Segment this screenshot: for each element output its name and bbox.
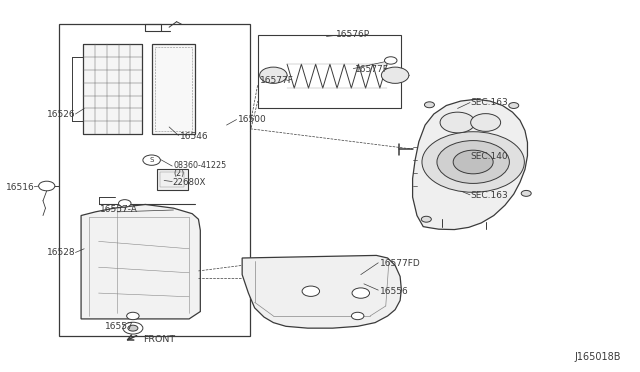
Polygon shape <box>413 99 527 230</box>
Text: 08360-41225: 08360-41225 <box>173 161 227 170</box>
Circle shape <box>470 113 500 131</box>
Circle shape <box>453 150 493 174</box>
Text: 16528: 16528 <box>47 248 76 257</box>
Polygon shape <box>242 256 401 328</box>
Bar <box>60 23 250 336</box>
Circle shape <box>260 67 287 83</box>
Text: 16526: 16526 <box>47 109 76 119</box>
Circle shape <box>421 216 431 222</box>
Circle shape <box>38 181 55 191</box>
Circle shape <box>143 155 161 165</box>
Bar <box>156 47 191 131</box>
Circle shape <box>127 312 139 320</box>
Text: 16577FD: 16577FD <box>380 259 420 268</box>
Text: SEC.140: SEC.140 <box>470 152 508 161</box>
Text: 16557: 16557 <box>105 322 134 331</box>
Text: 16500: 16500 <box>238 115 266 124</box>
Circle shape <box>440 112 475 133</box>
Circle shape <box>437 141 509 183</box>
Circle shape <box>123 322 143 334</box>
Circle shape <box>118 200 131 207</box>
Circle shape <box>422 132 524 192</box>
Bar <box>152 44 195 134</box>
Circle shape <box>302 286 319 296</box>
Circle shape <box>381 67 409 83</box>
Text: (2): (2) <box>173 169 185 177</box>
Bar <box>258 35 401 109</box>
Circle shape <box>128 325 138 331</box>
Polygon shape <box>83 44 142 134</box>
Text: SEC.163: SEC.163 <box>470 191 508 200</box>
Circle shape <box>385 57 397 64</box>
Text: 22680X: 22680X <box>172 178 205 187</box>
Circle shape <box>352 288 369 298</box>
Bar <box>157 169 188 190</box>
Text: 16576P: 16576P <box>337 30 371 39</box>
Text: FRONT: FRONT <box>143 336 175 344</box>
Circle shape <box>351 312 364 320</box>
Text: 16516: 16516 <box>6 183 35 192</box>
Polygon shape <box>81 205 200 319</box>
Text: 16557-A: 16557-A <box>100 205 138 215</box>
Text: J165018B: J165018B <box>575 352 621 362</box>
Bar <box>161 171 184 187</box>
Text: 16556: 16556 <box>380 287 408 296</box>
Text: 16577F: 16577F <box>355 65 388 74</box>
Text: 16546: 16546 <box>180 132 209 141</box>
Text: S: S <box>149 157 154 163</box>
Text: 16577F: 16577F <box>260 76 294 85</box>
Text: SEC.163: SEC.163 <box>470 99 508 108</box>
Circle shape <box>424 102 435 108</box>
Circle shape <box>521 190 531 196</box>
Circle shape <box>509 103 519 109</box>
